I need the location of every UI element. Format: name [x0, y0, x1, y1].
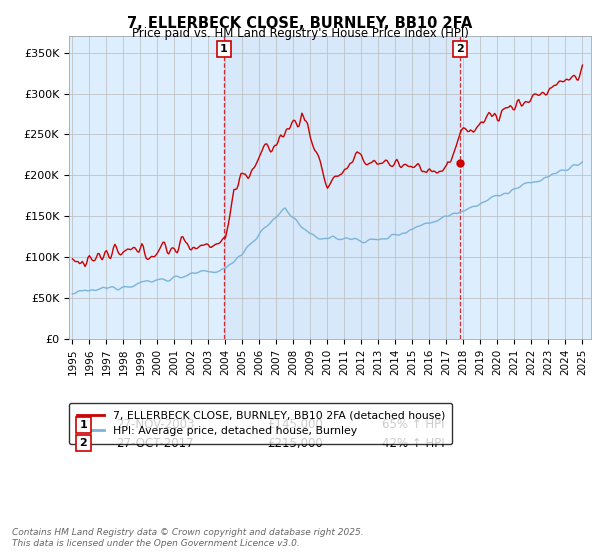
Text: 1: 1 [79, 420, 87, 430]
Text: 2: 2 [79, 438, 87, 448]
Text: 1: 1 [220, 44, 227, 54]
Legend: 7, ELLERBECK CLOSE, BURNLEY, BB10 2FA (detached house), HPI: Average price, deta: 7, ELLERBECK CLOSE, BURNLEY, BB10 2FA (d… [69, 403, 452, 444]
Text: Price paid vs. HM Land Registry's House Price Index (HPI): Price paid vs. HM Land Registry's House … [131, 27, 469, 40]
Bar [224, 36, 460, 339]
Text: 65% ↑ HPI: 65% ↑ HPI [382, 418, 445, 432]
Text: 7, ELLERBECK CLOSE, BURNLEY, BB10 2FA: 7, ELLERBECK CLOSE, BURNLEY, BB10 2FA [127, 16, 473, 31]
Text: 27-OCT-2017: 27-OCT-2017 [116, 437, 194, 450]
Text: £145,000: £145,000 [268, 418, 323, 432]
Text: Contains HM Land Registry data © Crown copyright and database right 2025.
This d: Contains HM Land Registry data © Crown c… [12, 528, 364, 548]
Text: 42% ↑ HPI: 42% ↑ HPI [382, 437, 445, 450]
Text: 2: 2 [457, 44, 464, 54]
Text: £215,000: £215,000 [268, 437, 323, 450]
Text: 27-NOV-2003: 27-NOV-2003 [116, 418, 194, 432]
